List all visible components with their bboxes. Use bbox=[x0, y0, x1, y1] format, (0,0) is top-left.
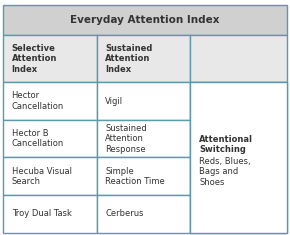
FancyBboxPatch shape bbox=[97, 195, 191, 233]
Text: Vigil: Vigil bbox=[105, 97, 124, 106]
FancyBboxPatch shape bbox=[191, 82, 287, 233]
Text: Sustained
Attention
Response: Sustained Attention Response bbox=[105, 124, 147, 153]
FancyBboxPatch shape bbox=[191, 157, 287, 195]
FancyBboxPatch shape bbox=[3, 5, 287, 35]
FancyBboxPatch shape bbox=[3, 120, 97, 157]
FancyBboxPatch shape bbox=[191, 195, 287, 233]
Text: Everyday Attention Index: Everyday Attention Index bbox=[70, 15, 220, 25]
FancyBboxPatch shape bbox=[191, 35, 287, 82]
Text: Cerberus: Cerberus bbox=[105, 209, 144, 218]
FancyBboxPatch shape bbox=[3, 82, 97, 120]
Text: Hector B
Cancellation: Hector B Cancellation bbox=[12, 129, 64, 148]
FancyBboxPatch shape bbox=[3, 157, 97, 195]
Text: Reds, Blues,
Bags and
Shoes: Reds, Blues, Bags and Shoes bbox=[199, 157, 251, 187]
Text: Sustained
Attention
Index: Sustained Attention Index bbox=[105, 44, 153, 74]
Text: Troy Dual Task: Troy Dual Task bbox=[12, 209, 71, 218]
FancyBboxPatch shape bbox=[191, 82, 287, 120]
Text: Simple
Reaction Time: Simple Reaction Time bbox=[105, 167, 165, 186]
Text: Hecuba Visual
Search: Hecuba Visual Search bbox=[12, 167, 72, 186]
FancyBboxPatch shape bbox=[97, 157, 191, 195]
Text: Attentional
Switching: Attentional Switching bbox=[199, 135, 253, 154]
FancyBboxPatch shape bbox=[191, 120, 287, 157]
Text: Selective
Attention
Index: Selective Attention Index bbox=[12, 44, 57, 74]
FancyBboxPatch shape bbox=[97, 120, 191, 157]
FancyBboxPatch shape bbox=[3, 35, 97, 82]
FancyBboxPatch shape bbox=[3, 195, 97, 233]
FancyBboxPatch shape bbox=[97, 35, 191, 82]
FancyBboxPatch shape bbox=[97, 82, 191, 120]
Text: Hector
Cancellation: Hector Cancellation bbox=[12, 91, 64, 111]
